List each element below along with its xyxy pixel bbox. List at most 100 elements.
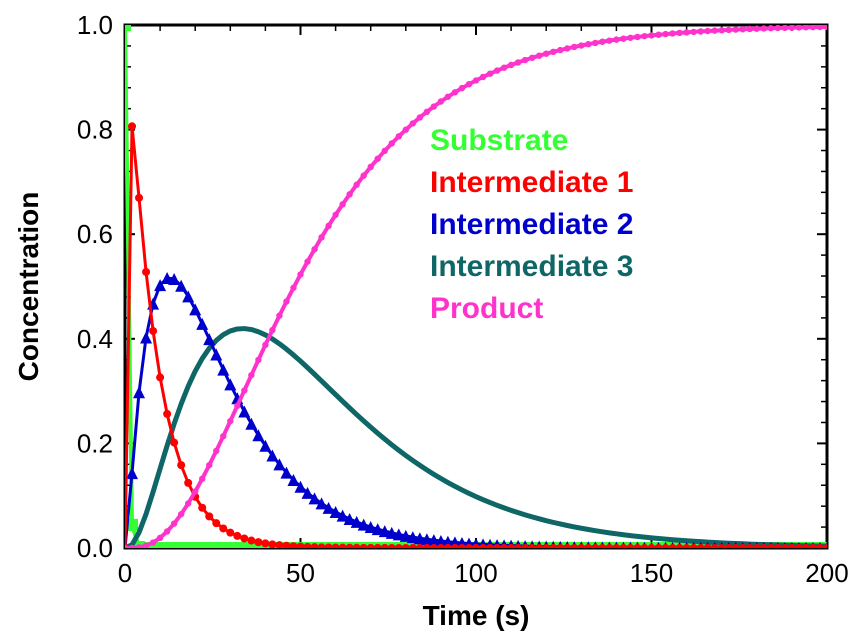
- y-axis-label: Concentration: [13, 192, 44, 382]
- marker-product: [529, 55, 535, 61]
- chart-container: 0501001502000.00.20.40.60.81.0Time (s)Co…: [0, 0, 857, 643]
- marker-product: [676, 30, 682, 36]
- marker-product: [403, 127, 409, 133]
- marker-product: [297, 271, 303, 277]
- marker-product: [480, 74, 486, 80]
- marker-product: [662, 31, 668, 37]
- marker-product: [318, 234, 324, 240]
- marker-product: [466, 81, 472, 87]
- marker-product: [690, 29, 696, 35]
- marker-product: [711, 27, 717, 33]
- marker-product: [747, 26, 753, 32]
- x-tick-label: 0: [118, 558, 132, 588]
- marker-int1: [275, 541, 283, 549]
- marker-int1: [170, 439, 178, 447]
- marker-product: [431, 103, 437, 109]
- marker-product: [248, 372, 254, 378]
- marker-int1: [247, 537, 255, 545]
- marker-product: [592, 40, 598, 46]
- marker-product: [353, 182, 359, 188]
- marker-int1: [240, 535, 248, 543]
- marker-product: [740, 26, 746, 32]
- marker-product: [733, 26, 739, 32]
- marker-product: [311, 246, 317, 252]
- marker-product: [192, 488, 198, 494]
- marker-product: [445, 94, 451, 100]
- marker-product: [269, 327, 275, 333]
- marker-product: [283, 298, 289, 304]
- y-tick-label: 1.0: [77, 10, 113, 40]
- marker-product: [557, 47, 563, 53]
- marker-product: [157, 535, 163, 541]
- legend-item: Product: [430, 292, 543, 325]
- marker-product: [164, 528, 170, 534]
- chart-svg: 0501001502000.00.20.40.60.81.0Time (s)Co…: [0, 0, 857, 643]
- marker-product: [683, 29, 689, 35]
- marker-product: [571, 44, 577, 50]
- marker-product: [325, 223, 331, 229]
- marker-product: [627, 35, 633, 41]
- marker-product: [382, 148, 388, 154]
- marker-product: [346, 191, 352, 197]
- marker-product: [578, 42, 584, 48]
- marker-product: [438, 98, 444, 104]
- marker-product: [375, 155, 381, 161]
- marker-int1: [135, 194, 143, 202]
- y-tick-label: 0.4: [77, 324, 113, 354]
- marker-product: [704, 28, 710, 34]
- marker-product: [332, 212, 338, 218]
- marker-product: [389, 140, 395, 146]
- marker-product: [606, 37, 612, 43]
- y-tick-label: 0.8: [77, 115, 113, 145]
- marker-product: [255, 357, 261, 363]
- marker-product: [199, 476, 205, 482]
- marker-product: [276, 312, 282, 318]
- marker-product: [782, 25, 788, 31]
- x-tick-label: 200: [805, 558, 848, 588]
- marker-product: [206, 462, 212, 468]
- marker-product: [241, 387, 247, 393]
- marker-product: [143, 542, 149, 548]
- marker-product: [424, 109, 430, 115]
- marker-product: [494, 67, 500, 73]
- marker-product: [508, 62, 514, 68]
- marker-product: [368, 164, 374, 170]
- legend-item: Substrate: [430, 124, 568, 157]
- marker-int1: [163, 410, 171, 418]
- marker-int1: [156, 373, 164, 381]
- marker-product: [185, 500, 191, 506]
- marker-product: [648, 32, 654, 38]
- marker-product: [599, 39, 605, 45]
- marker-product: [234, 403, 240, 409]
- marker-product: [641, 33, 647, 39]
- marker-product: [803, 24, 809, 30]
- marker-product: [543, 50, 549, 56]
- x-axis-label: Time (s): [423, 600, 530, 631]
- marker-int1: [219, 524, 227, 532]
- marker-product: [290, 285, 296, 291]
- marker-product: [213, 448, 219, 454]
- marker-product: [726, 27, 732, 33]
- y-tick-label: 0.6: [77, 219, 113, 249]
- marker-product: [550, 49, 556, 55]
- marker-int1: [212, 519, 220, 527]
- x-tick-label: 150: [630, 558, 673, 588]
- marker-product: [452, 89, 458, 95]
- marker-int1: [268, 540, 276, 548]
- y-tick-label: 0.0: [77, 533, 113, 563]
- marker-int1: [177, 461, 185, 469]
- marker-product: [775, 25, 781, 31]
- y-tick-label: 0.2: [77, 428, 113, 458]
- marker-int1: [128, 122, 136, 130]
- x-tick-label: 100: [454, 558, 497, 588]
- marker-product: [178, 511, 184, 517]
- marker-product: [304, 258, 310, 264]
- marker-product: [789, 24, 795, 30]
- marker-product: [522, 57, 528, 63]
- marker-product: [655, 32, 661, 38]
- marker-product: [150, 539, 156, 545]
- marker-product: [410, 120, 416, 126]
- marker-product: [473, 77, 479, 83]
- marker-int1: [226, 529, 234, 537]
- marker-product: [220, 433, 226, 439]
